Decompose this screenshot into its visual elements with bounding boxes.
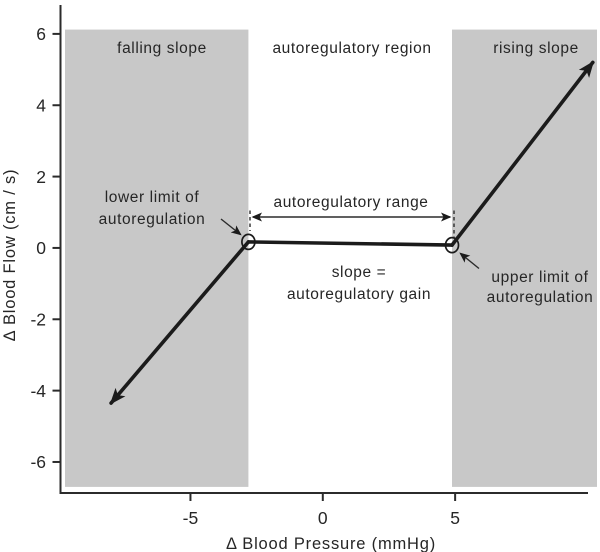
y-tick-label: 6: [36, 24, 46, 44]
shaded-region: [452, 29, 597, 487]
series-autoregulatory-plateau: [246, 240, 454, 247]
series-falling-slope: [109, 240, 251, 405]
x-tick-label: -5: [183, 508, 199, 528]
gain-label-line1: slope =: [332, 264, 387, 281]
x-tick-label: 0: [318, 508, 328, 528]
limit-circle: [444, 236, 460, 254]
lower-limit-label-line1: lower limit of: [105, 189, 200, 206]
lower-limit-label-line2: autoregulation: [99, 211, 206, 228]
y-axis-title: Δ Blood Flow (cm / s): [1, 169, 19, 342]
autoregulatory-range-label: autoregulatory range: [273, 194, 428, 211]
x-tick-label: 5: [450, 508, 460, 528]
lower-limit-pointer-arrow: [220, 218, 242, 236]
region-label-autoregulatory: autoregulatory region: [272, 40, 431, 57]
gain-label-line2: autoregulatory gain: [287, 286, 431, 303]
series-rising-slope: [450, 60, 595, 247]
upper-limit-label-line1: upper limit of: [491, 269, 588, 286]
annotation-shapes: [220, 210, 480, 270]
upper-limit-pointer-arrow: [459, 252, 480, 270]
x-axis-title: Δ Blood Pressure (mmHg): [226, 535, 436, 552]
y-tick-label: 0: [36, 238, 46, 258]
region-label-falling-slope: falling slope: [117, 40, 207, 57]
y-tick-label: 2: [36, 167, 46, 187]
y-tick-label: -6: [30, 452, 46, 472]
limit-circle: [241, 233, 256, 251]
region-label-rising-slope: rising slope: [493, 40, 579, 57]
shaded-region: [65, 29, 249, 487]
y-tick-label: -2: [30, 309, 46, 329]
y-tick-label: 4: [36, 95, 46, 115]
annotation-texts: falling slope autoregulatory region risi…: [99, 40, 594, 306]
y-tick-label: -4: [30, 381, 46, 401]
upper-limit-label-line2: autoregulation: [487, 289, 594, 306]
